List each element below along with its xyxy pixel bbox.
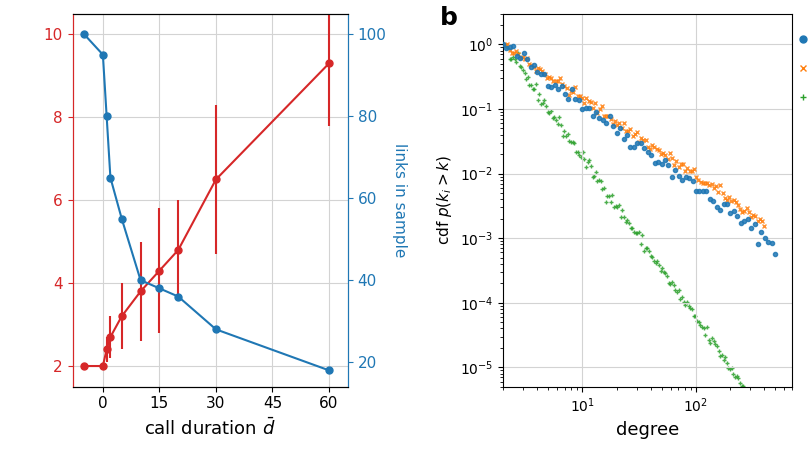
Y-axis label: cdf $p(k_i > k)$: cdf $p(k_i > k)$ <box>436 155 454 245</box>
Y-axis label: links in sample: links in sample <box>392 143 407 258</box>
Legend: •, ×, +: •, ×, + <box>790 23 808 116</box>
X-axis label: degree: degree <box>616 420 679 439</box>
X-axis label: call duration $\bar{d}$: call duration $\bar{d}$ <box>145 417 276 439</box>
Text: b: b <box>440 6 457 30</box>
